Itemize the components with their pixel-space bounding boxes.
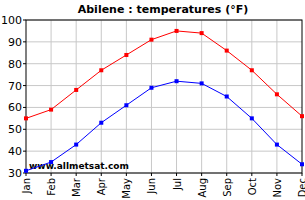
x-tick-label: Jun <box>146 178 157 195</box>
x-tick-label: Dec <box>297 178 305 197</box>
x-tick-label: Nov <box>272 178 283 198</box>
y-tick-label: 50 <box>8 123 22 136</box>
grid-line <box>26 129 302 130</box>
plot-frame <box>26 20 302 173</box>
grid-line <box>26 41 302 42</box>
background <box>0 0 305 200</box>
annotation: www.allmetsat.com <box>29 161 129 171</box>
series-line <box>26 31 302 118</box>
y-tick-label: 40 <box>8 145 22 158</box>
grid-line <box>76 20 77 173</box>
marker <box>49 108 53 112</box>
grid-line <box>201 20 202 173</box>
marker <box>275 92 279 96</box>
marker <box>74 143 78 147</box>
grid-line <box>101 20 102 173</box>
marker <box>275 143 279 147</box>
y-tick-label: 90 <box>8 36 22 49</box>
marker <box>24 169 28 173</box>
marker <box>74 88 78 92</box>
grid-line <box>251 20 252 173</box>
y-tick-label: 30 <box>8 167 22 180</box>
x-tick-label: Jan <box>21 178 32 194</box>
marker <box>175 29 179 33</box>
marker <box>124 53 128 57</box>
series-line <box>26 81 302 171</box>
x-tick-label: Sep <box>222 178 233 197</box>
marker <box>250 68 254 72</box>
marker <box>24 116 28 120</box>
y-tick-label: 70 <box>8 80 22 93</box>
grid-line <box>26 107 302 108</box>
x-tick-label: Aug <box>197 178 208 198</box>
marker <box>200 31 204 35</box>
chart: Abilene : temperatures (°F) 30 40 50 60 70 80 9… <box>0 0 305 200</box>
marker <box>175 79 179 83</box>
y-tick-label: 80 <box>8 58 22 71</box>
marker <box>49 160 53 164</box>
y-tick-label: 60 <box>8 101 22 114</box>
grid-line <box>51 20 52 173</box>
grid-line <box>151 20 152 173</box>
marker <box>200 81 204 85</box>
marker <box>99 68 103 72</box>
x-tick-label: Apr <box>96 177 107 195</box>
grid-line <box>26 63 302 64</box>
x-tick-label: Mar <box>71 177 82 197</box>
x-tick-label: Oct <box>247 178 258 195</box>
x-tick-label: Jul <box>172 178 183 191</box>
y-tick-label: 100 <box>1 14 22 27</box>
marker <box>300 162 304 166</box>
marker <box>149 86 153 90</box>
title: Abilene : temperatures (°F) <box>78 3 249 16</box>
marker <box>300 114 304 118</box>
marker <box>149 38 153 42</box>
grid-line <box>126 20 127 173</box>
x-tick-label: May <box>121 178 132 199</box>
grid-line <box>26 85 302 86</box>
marker <box>225 95 229 99</box>
grid-line <box>176 20 177 173</box>
grid-line <box>276 20 277 173</box>
x-tick-label: Feb <box>46 178 57 196</box>
marker <box>124 103 128 107</box>
plot-area <box>24 29 304 173</box>
marker <box>99 121 103 125</box>
marker <box>225 49 229 53</box>
marker <box>250 116 254 120</box>
